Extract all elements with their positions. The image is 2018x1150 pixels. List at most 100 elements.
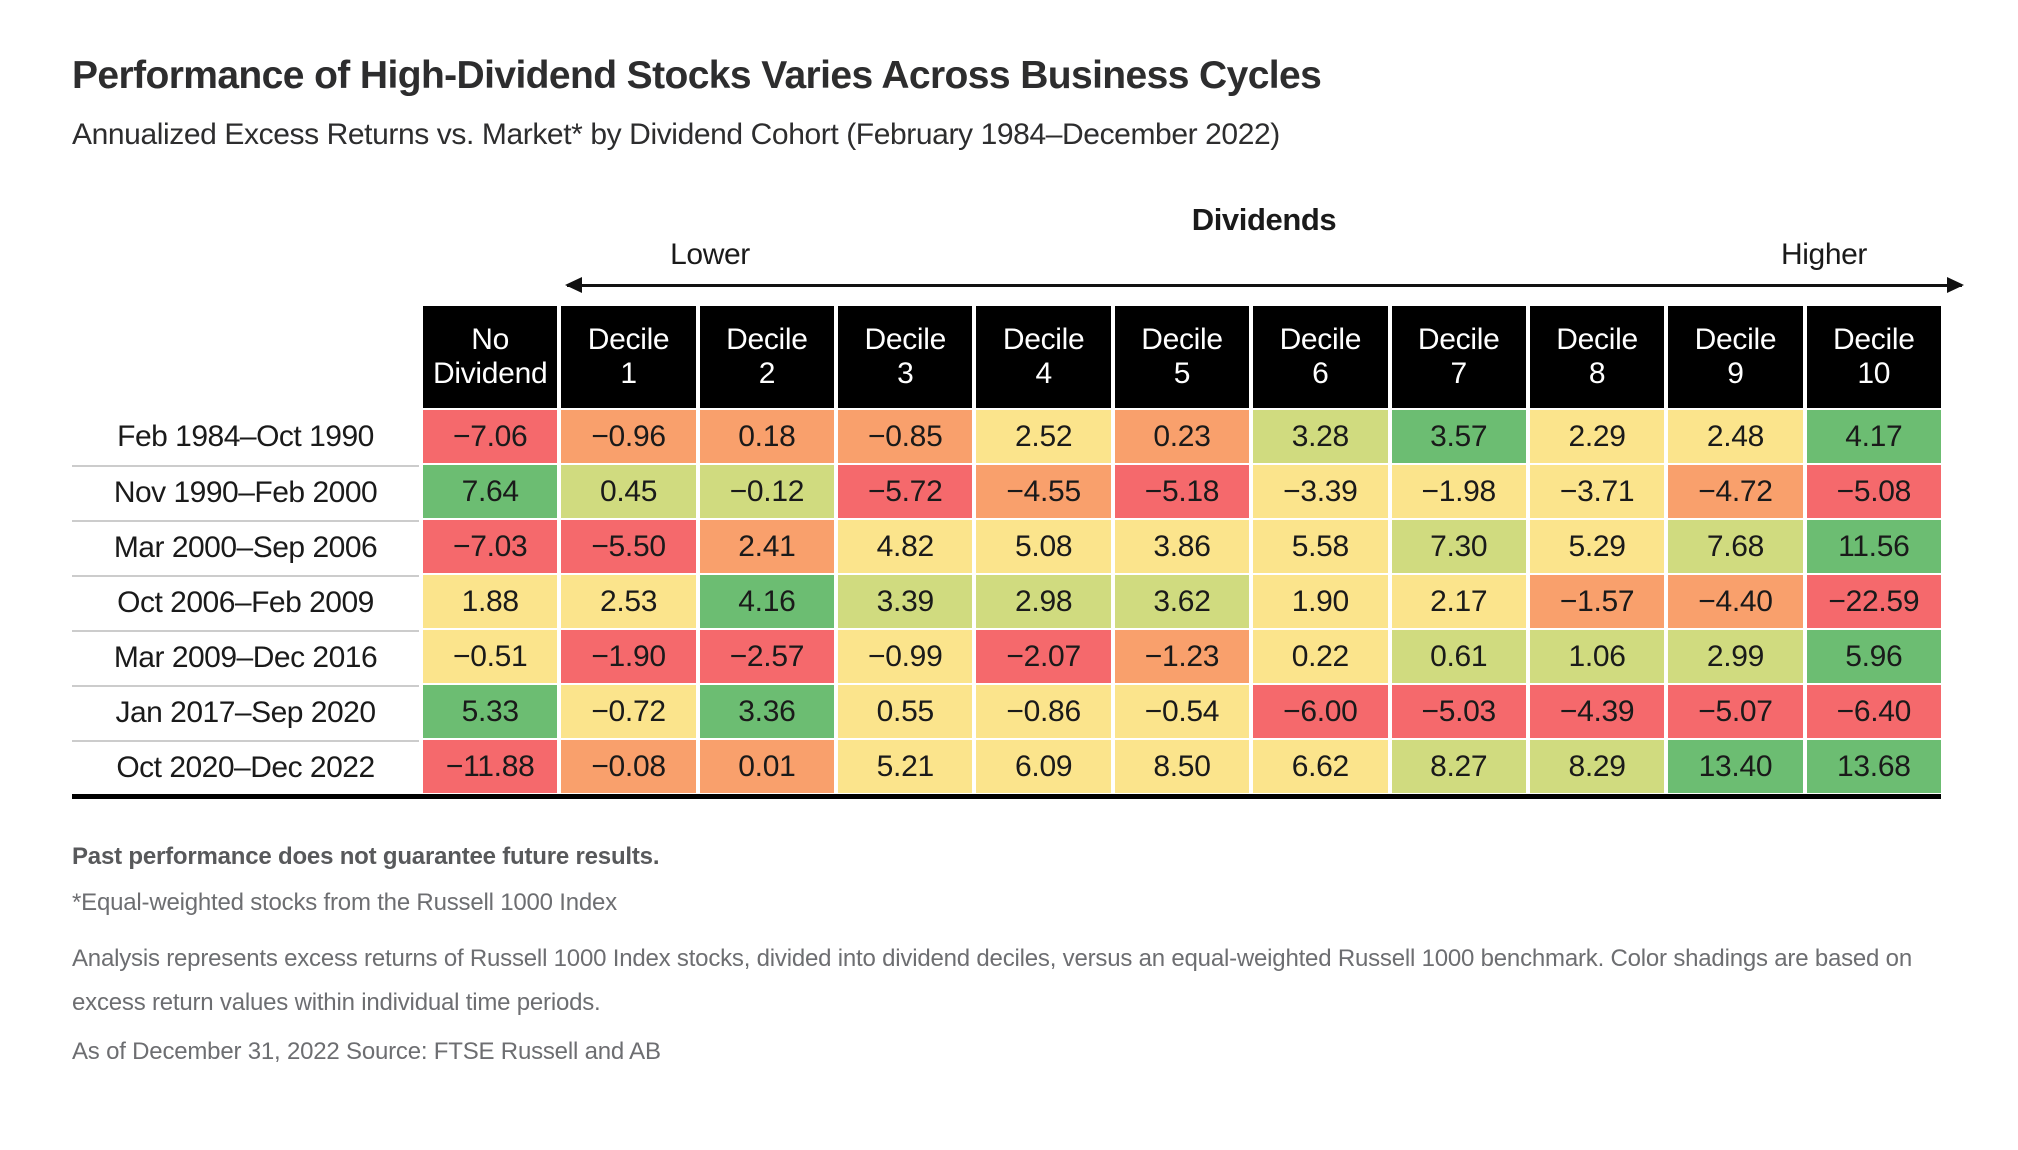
- row-label-period: Nov 1990–Feb 2000: [72, 465, 419, 518]
- heatmap-cell: −2.07: [976, 630, 1111, 683]
- heatmap-cell: −0.85: [838, 410, 973, 463]
- footnote-analysis: Analysis represents excess returns of Ru…: [72, 945, 1912, 1017]
- heatmap-cell: −4.55: [976, 465, 1111, 518]
- heatmap-cell: −5.18: [1114, 465, 1250, 518]
- heatmap-cell: 13.40: [1668, 740, 1803, 793]
- heatmap-cell: 0.45: [561, 465, 696, 518]
- column-header: Decile 2: [699, 306, 835, 408]
- row-label-period: Feb 1984–Oct 1990: [72, 410, 419, 463]
- heatmap-cell: −22.59: [1806, 575, 1941, 628]
- double-arrow-icon: [565, 277, 1964, 293]
- row-label-period: Jan 2017–Sep 2020: [72, 685, 419, 738]
- heatmap-cell: 0.55: [838, 685, 973, 738]
- heatmap-cell: 7.30: [1391, 520, 1526, 573]
- heatmap-cell: −0.08: [561, 740, 696, 793]
- heatmap-cell: 7.68: [1668, 520, 1803, 573]
- corner-spacer: [72, 306, 419, 408]
- heatmap-cell: −6.00: [1253, 685, 1388, 738]
- heatmap-cell: 1.90: [1253, 575, 1388, 628]
- heatmap-cell: 8.27: [1391, 740, 1526, 793]
- heatmap-cell: 5.29: [1529, 520, 1665, 573]
- heatmap-cell: −7.03: [423, 520, 558, 573]
- chart-page: Performance of High-Dividend Stocks Vari…: [72, 54, 1964, 1066]
- heatmap-cell: −0.12: [699, 465, 835, 518]
- heatmap-cell: 8.50: [1114, 740, 1250, 793]
- heatmap-cell: 0.01: [699, 740, 835, 793]
- heatmap-cell: −3.39: [1253, 465, 1388, 518]
- heatmap-cell: −1.98: [1391, 465, 1526, 518]
- axis-higher-label: Higher: [1781, 238, 1867, 271]
- heatmap-cell: −5.50: [561, 520, 696, 573]
- heatmap-cell: 7.64: [423, 465, 558, 518]
- heatmap-cell: −2.57: [699, 630, 835, 683]
- heatmap-cell: 2.48: [1668, 410, 1803, 463]
- heatmap-cell: 3.39: [838, 575, 973, 628]
- heatmap-cell: −0.86: [976, 685, 1111, 738]
- heatmap-cell: 5.96: [1806, 630, 1941, 683]
- heatmap-cell: 4.17: [1806, 410, 1941, 463]
- heatmap-cell: 0.61: [1391, 630, 1526, 683]
- heatmap-cell: 5.58: [1253, 520, 1388, 573]
- heatmap-cell: 3.57: [1391, 410, 1526, 463]
- footnote-equal-weighted: *Equal-weighted stocks from the Russell …: [72, 889, 617, 916]
- heatmap-grid: No Dividend Decile 1 Decile 2 Decile 3 Decile 4 De…: [72, 306, 1941, 799]
- column-header: Decile 1: [561, 306, 696, 408]
- heatmap-cell: −4.72: [1668, 465, 1803, 518]
- column-header: Decile 10: [1806, 306, 1941, 408]
- heatmap-cell: 5.08: [976, 520, 1111, 573]
- heatmap-cell: 1.88: [423, 575, 558, 628]
- dividends-axis: Dividends Lower Higher: [72, 202, 1964, 306]
- column-header: Decile 8: [1529, 306, 1665, 408]
- heatmap-cell: 0.18: [699, 410, 835, 463]
- heatmap-cell: 2.98: [976, 575, 1111, 628]
- column-header: Decile 5: [1114, 306, 1250, 408]
- disclaimer-text: Past performance does not guarantee futu…: [72, 843, 660, 870]
- heatmap-cell: 1.06: [1529, 630, 1665, 683]
- heatmap-cell: −0.54: [1114, 685, 1250, 738]
- heatmap-cell: −6.40: [1806, 685, 1941, 738]
- heatmap-cell: 5.21: [838, 740, 973, 793]
- chart-title: Performance of High-Dividend Stocks Vari…: [72, 54, 1322, 97]
- row-label-period: Oct 2006–Feb 2009: [72, 575, 419, 628]
- heatmap-cell: 2.52: [976, 410, 1111, 463]
- column-header: Decile 4: [976, 306, 1111, 408]
- heatmap-cell: −0.96: [561, 410, 696, 463]
- heatmap-cell: −4.39: [1529, 685, 1665, 738]
- heatmap-cell: 2.99: [1668, 630, 1803, 683]
- heatmap-cell: −0.51: [423, 630, 558, 683]
- heatmap-cell: −5.03: [1391, 685, 1526, 738]
- heatmap-cell: 6.62: [1253, 740, 1388, 793]
- heatmap-cell: 2.29: [1529, 410, 1665, 463]
- heatmap-cell: 13.68: [1806, 740, 1941, 793]
- heatmap-cell: 2.41: [699, 520, 835, 573]
- heatmap-cell: 0.23: [1114, 410, 1250, 463]
- heatmap-cell: −3.71: [1529, 465, 1665, 518]
- heatmap-cell: −4.40: [1668, 575, 1803, 628]
- heatmap-cell: 8.29: [1529, 740, 1665, 793]
- footnotes: Past performance does not guarantee futu…: [72, 843, 1941, 1066]
- heatmap-cell: 3.86: [1114, 520, 1250, 573]
- axis-title: Dividends: [1191, 202, 1337, 237]
- row-label-period: Mar 2000–Sep 2006: [72, 520, 419, 573]
- heatmap-cell: 2.53: [561, 575, 696, 628]
- footnote-source: As of December 31, 2022 Source: FTSE Rus…: [72, 1037, 661, 1065]
- column-header: Decile 9: [1668, 306, 1803, 408]
- heatmap-cell: 4.82: [838, 520, 973, 573]
- heatmap-cell: −5.08: [1806, 465, 1941, 518]
- heatmap-cell: 3.36: [699, 685, 835, 738]
- heatmap-cell: −0.99: [838, 630, 973, 683]
- heatmap-cell: −1.90: [561, 630, 696, 683]
- heatmap-cell: 11.56: [1806, 520, 1941, 573]
- axis-lower-label: Lower: [670, 238, 750, 271]
- heatmap-cell: −1.57: [1529, 575, 1665, 628]
- row-label-period: Oct 2020–Dec 2022: [72, 740, 419, 793]
- heatmap-cell: −5.07: [1668, 685, 1803, 738]
- heatmap-cell: 4.16: [699, 575, 835, 628]
- heatmap-cell: 0.22: [1253, 630, 1388, 683]
- heatmap-cell: 3.62: [1114, 575, 1250, 628]
- heatmap-cell: 6.09: [976, 740, 1111, 793]
- heatmap-cell: 3.28: [1253, 410, 1388, 463]
- column-header: Decile 3: [838, 306, 973, 408]
- column-header: Decile 6: [1253, 306, 1388, 408]
- heatmap-cell: −5.72: [838, 465, 973, 518]
